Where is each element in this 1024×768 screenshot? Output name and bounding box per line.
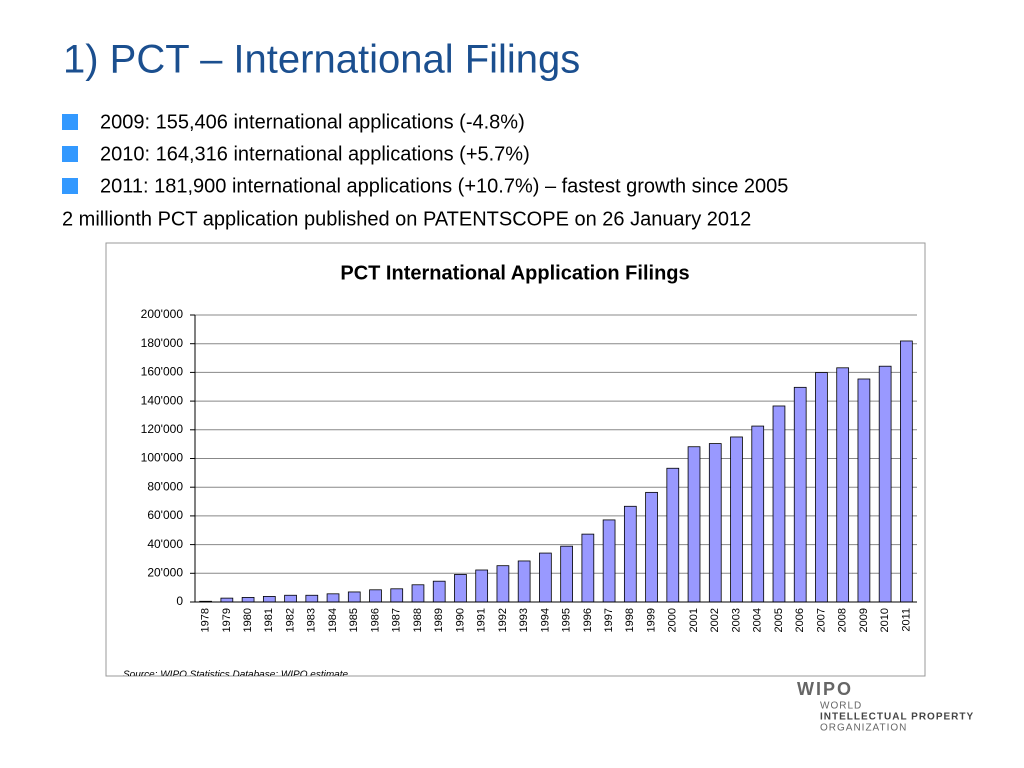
x-tick-label: 1986 xyxy=(369,608,381,632)
x-tick-label: 2001 xyxy=(688,608,700,632)
x-tick-label: 2005 xyxy=(773,608,785,632)
bar xyxy=(305,594,319,603)
chart-source: Source: WIPO Statistics Database; WIPO e… xyxy=(123,670,349,681)
bullet-icon xyxy=(62,114,78,130)
y-tick-label: 200'000 xyxy=(141,307,184,321)
bar xyxy=(220,597,234,603)
bar xyxy=(730,436,743,603)
x-tick-label: 1988 xyxy=(412,608,424,632)
y-tick-label: 0 xyxy=(176,594,183,608)
x-tick-label: 1996 xyxy=(582,608,594,632)
bar xyxy=(475,569,489,603)
x-tick-label: 2007 xyxy=(815,608,827,632)
x-tick-label: 2000 xyxy=(667,608,679,632)
bullet-text: 2009: 155,406 international applications… xyxy=(100,111,525,133)
x-tick-label: 1982 xyxy=(284,608,296,632)
bar xyxy=(687,446,701,603)
x-tick-label: 2011 xyxy=(900,608,912,632)
x-tick-label: 1991 xyxy=(476,608,488,632)
x-tick-label: 1980 xyxy=(242,608,254,632)
x-tick-label: 1995 xyxy=(561,608,573,632)
bar xyxy=(539,552,552,603)
x-tick-label: 1998 xyxy=(624,608,636,632)
x-tick-label: 1987 xyxy=(391,608,403,632)
bar xyxy=(454,574,467,603)
x-tick-label: 1983 xyxy=(306,608,318,632)
bar xyxy=(623,505,637,603)
chart-title: PCT International Application Filings xyxy=(340,262,689,284)
x-tick-label: 1999 xyxy=(645,608,657,632)
x-tick-label: 1997 xyxy=(603,608,615,632)
bar xyxy=(857,378,871,603)
bar xyxy=(666,467,680,603)
bar xyxy=(793,386,807,603)
x-tick-label: 1992 xyxy=(497,608,509,632)
x-tick-label: 1981 xyxy=(263,608,275,632)
bar xyxy=(878,365,892,603)
bar xyxy=(326,593,340,603)
bar xyxy=(581,533,595,603)
bar xyxy=(262,596,276,603)
bar xyxy=(751,425,765,603)
bullet-icon xyxy=(62,178,78,194)
bar xyxy=(517,560,531,603)
bar xyxy=(815,372,828,603)
bar xyxy=(645,491,658,603)
x-tick-label: 1989 xyxy=(433,608,445,632)
bar xyxy=(900,340,913,603)
x-tick-label: 2006 xyxy=(794,608,806,632)
bar xyxy=(772,405,786,603)
bullet-text: 2010: 164,316 international applications… xyxy=(100,143,530,165)
bar xyxy=(432,580,446,603)
x-tick-label: 1979 xyxy=(221,608,233,632)
y-tick-label: 140'000 xyxy=(141,393,184,407)
bar xyxy=(241,597,255,603)
x-tick-label: 2009 xyxy=(858,608,870,632)
x-tick-label: 2003 xyxy=(730,608,742,632)
y-tick-label: 100'000 xyxy=(141,451,184,465)
y-tick-label: 20'000 xyxy=(147,565,183,579)
x-tick-label: 2004 xyxy=(752,608,764,632)
y-tick-label: 40'000 xyxy=(147,537,183,551)
x-tick-label: 2010 xyxy=(879,608,891,632)
bar xyxy=(284,594,297,603)
bar xyxy=(836,367,850,603)
x-tick-label: 1994 xyxy=(539,608,551,632)
bar xyxy=(708,443,722,603)
y-tick-label: 120'000 xyxy=(141,422,184,436)
bullet-icon xyxy=(62,146,78,162)
x-tick-label: 1985 xyxy=(348,608,360,632)
x-tick-label: 1984 xyxy=(327,608,339,632)
x-tick-label: 1990 xyxy=(454,608,466,632)
y-tick-label: 80'000 xyxy=(147,479,183,493)
x-tick-label: 1993 xyxy=(518,608,530,632)
logo-line: WORLD xyxy=(820,701,862,712)
bar xyxy=(347,591,361,603)
y-tick-label: 160'000 xyxy=(141,365,184,379)
bar xyxy=(560,545,573,603)
bar xyxy=(496,565,510,603)
x-tick-label: 1978 xyxy=(200,608,212,632)
logo-name: WIPO xyxy=(797,679,853,699)
bar xyxy=(369,589,382,603)
x-tick-label: 2002 xyxy=(709,608,721,632)
bar xyxy=(411,584,425,603)
bullet-text: 2011: 181,900 international applications… xyxy=(100,175,788,197)
note-text: 2 millionth PCT application published on… xyxy=(62,208,751,230)
y-tick-label: 60'000 xyxy=(147,508,183,522)
bar xyxy=(390,588,404,603)
bar xyxy=(602,519,616,603)
y-tick-label: 180'000 xyxy=(141,336,184,350)
x-tick-label: 2008 xyxy=(837,608,849,632)
logo-line: ORGANIZATION xyxy=(820,723,907,734)
logo-line: INTELLECTUAL PROPERTY xyxy=(820,712,974,723)
slide-title: 1) PCT – International Filings xyxy=(63,38,580,82)
